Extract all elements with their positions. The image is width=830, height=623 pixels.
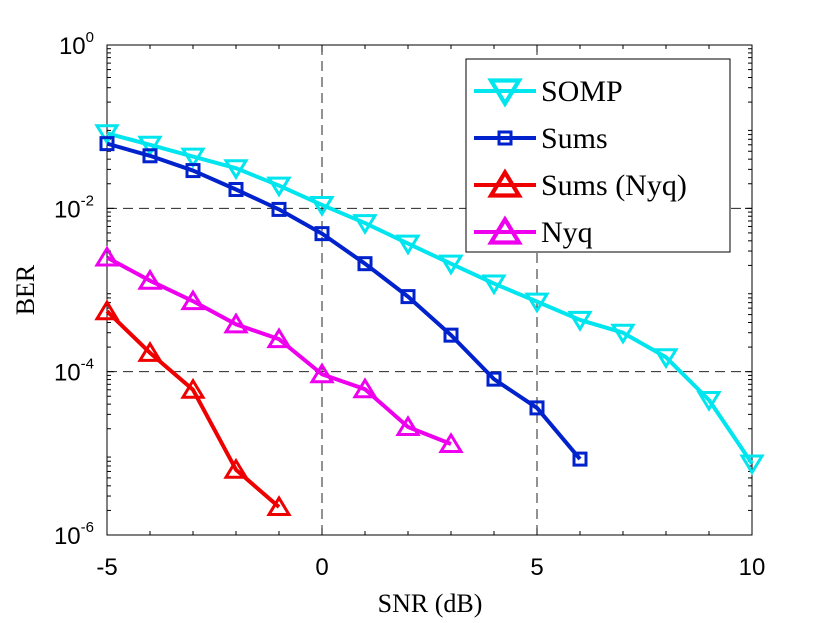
x-tick-label: 0	[315, 554, 328, 581]
series-line	[105, 309, 281, 509]
data-point	[400, 289, 416, 305]
data-point	[137, 135, 163, 157]
data-point	[266, 327, 292, 349]
data-point	[223, 312, 249, 334]
data-point	[572, 451, 588, 467]
data-point	[696, 390, 722, 412]
data-point	[266, 495, 292, 517]
data-point	[99, 136, 115, 152]
data-point	[653, 348, 679, 370]
data-point	[185, 163, 201, 179]
data-point	[309, 195, 335, 217]
legend-items: SOMP Sums Sums (Nyq) Nyq	[474, 75, 687, 249]
data-point	[94, 124, 120, 146]
data-point	[94, 245, 120, 267]
series-nyq	[94, 245, 464, 454]
data-point	[739, 454, 765, 476]
y-tick-exponent: 0	[86, 29, 94, 46]
axis-ticks	[106, 44, 753, 536]
data-point	[438, 432, 464, 454]
legend-entry: Nyq	[474, 215, 593, 249]
data-point	[443, 327, 459, 343]
data-point	[529, 400, 545, 416]
y-tick-base: 10	[59, 33, 86, 60]
y-tick-base: 10	[54, 360, 81, 387]
series-sums	[99, 136, 588, 467]
data-point	[357, 256, 373, 272]
x-tick-label: 5	[530, 554, 543, 581]
data-point	[524, 292, 550, 314]
data-point	[314, 226, 330, 242]
legend-swatch-marker	[487, 168, 523, 198]
y-tick-base: 10	[54, 523, 81, 550]
legend-label: Nyq	[541, 216, 593, 249]
legend-label: Sums (Nyq)	[541, 169, 687, 202]
data-point	[395, 415, 421, 437]
y-tick-label: 10-2	[54, 192, 94, 223]
data-point	[94, 299, 120, 321]
y-tick-exponent: -4	[81, 356, 94, 373]
data-point	[309, 362, 335, 384]
legend-entry: Sums (Nyq)	[474, 168, 687, 202]
legend-label: SOMP	[541, 75, 623, 108]
y-tick-label: 10-6	[54, 519, 94, 550]
x-axis-label: SNR (dB)	[378, 589, 483, 618]
plot-area	[106, 44, 753, 536]
legend-label: Sums	[541, 122, 608, 155]
series-somp	[94, 124, 765, 476]
data-point	[180, 147, 206, 169]
data-point	[137, 340, 163, 362]
x-tick-label: -5	[96, 554, 117, 581]
data-point	[567, 310, 593, 332]
data-point	[223, 159, 249, 181]
y-axis-label: BER	[11, 264, 40, 315]
data-point	[142, 148, 158, 164]
x-tick-label: 10	[739, 554, 766, 581]
y-tick-base: 10	[54, 196, 81, 223]
data-point	[223, 457, 249, 479]
legend-swatch-marker	[487, 215, 523, 245]
x-tick-labels: -5 0 5 10	[96, 554, 765, 581]
data-point	[610, 323, 636, 345]
series-group	[94, 124, 765, 517]
y-tick-label: 100	[59, 29, 94, 60]
data-point	[228, 182, 244, 198]
data-point	[180, 377, 206, 399]
data-point	[180, 289, 206, 311]
legend-swatch-marker	[497, 130, 513, 146]
legend: SOMP Sums Sums (Nyq) Nyq	[465, 58, 731, 253]
y-tick-exponent: -6	[81, 519, 94, 536]
data-point	[266, 176, 292, 198]
data-point	[352, 377, 378, 399]
data-point	[481, 274, 507, 296]
data-point	[271, 201, 287, 217]
series-line	[106, 255, 452, 446]
data-point	[137, 268, 163, 290]
series-sums-nyq	[94, 299, 292, 517]
data-point	[352, 214, 378, 235]
data-point	[486, 371, 502, 387]
legend-entry: SOMP	[474, 75, 623, 108]
legend-swatch-marker	[487, 78, 523, 108]
data-point	[438, 254, 464, 276]
y-tick-exponent: -2	[81, 192, 94, 209]
legend-entry: Sums	[474, 122, 608, 155]
y-tick-label: 10-4	[54, 356, 94, 387]
series-line	[106, 131, 754, 465]
data-point	[395, 234, 421, 256]
